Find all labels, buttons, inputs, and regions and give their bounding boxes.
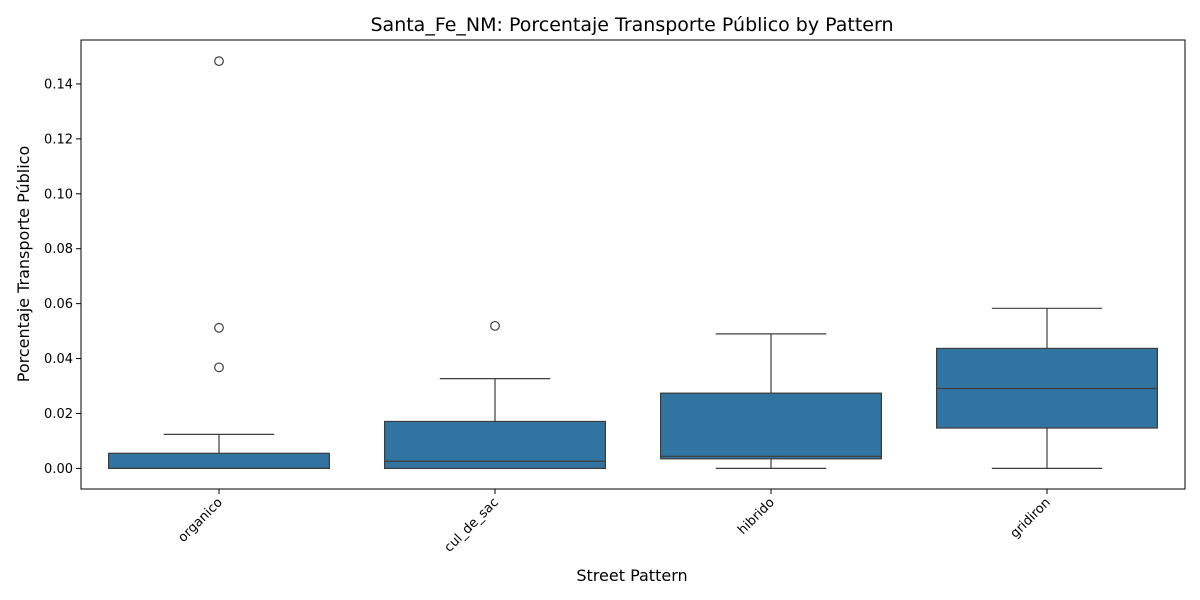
x-tick-label: hibrido bbox=[735, 495, 778, 538]
y-tick-label: 0.02 bbox=[44, 407, 73, 422]
iqr-box bbox=[659, 392, 882, 460]
box-cul_de_sac bbox=[384, 320, 607, 470]
x-tick-label: gridiron bbox=[1008, 495, 1054, 541]
iqr-box bbox=[107, 452, 331, 470]
y-tick-label: 0.10 bbox=[44, 187, 73, 202]
outlier-point bbox=[490, 320, 500, 331]
outlier-point bbox=[214, 322, 224, 333]
iqr-box bbox=[384, 420, 607, 470]
y-tick-label: 0.06 bbox=[44, 297, 73, 312]
outlier-point bbox=[214, 56, 224, 67]
y-tick-label: 0.08 bbox=[44, 242, 73, 257]
box-organico bbox=[107, 56, 331, 470]
outlier-point bbox=[214, 362, 224, 373]
plot-area: 0.00 0.02 0.04 0.06 0.08 0.10 0.12 0.14 organico… bbox=[44, 39, 1186, 555]
y-tick-label: 0.04 bbox=[44, 352, 73, 367]
y-tick-label: 0.14 bbox=[44, 77, 73, 92]
x-tick-label: cul_de_sac bbox=[442, 495, 502, 555]
y-axis-title: Porcentaje Transporte Público bbox=[14, 146, 33, 382]
chart-title: Santa_Fe_NM: Porcentaje Transporte Públi… bbox=[370, 14, 893, 36]
y-tick-label: 0.12 bbox=[44, 132, 73, 147]
box-gridiron bbox=[935, 307, 1158, 470]
box-hibrido bbox=[659, 333, 882, 470]
x-tick-label: organico bbox=[175, 495, 225, 545]
axes-frame bbox=[80, 39, 1186, 490]
y-tick-label: 0.00 bbox=[44, 462, 73, 477]
x-axis-title: Street Pattern bbox=[576, 566, 687, 585]
